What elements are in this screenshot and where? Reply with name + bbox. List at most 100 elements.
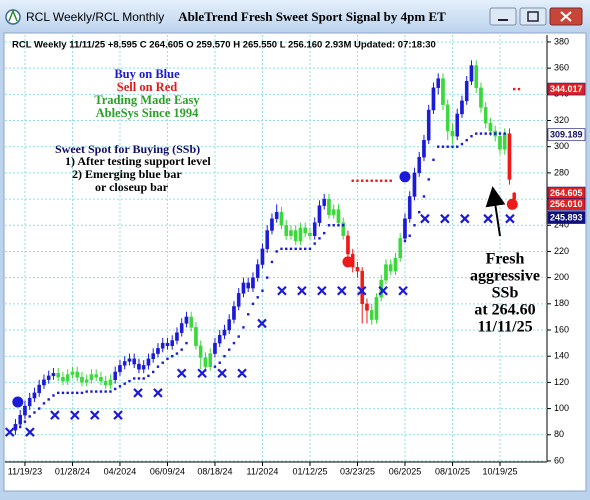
y-tick-label: 140 <box>554 351 569 361</box>
candle-body <box>165 342 170 346</box>
support-dot <box>484 132 487 135</box>
legend-note: Sell on Red <box>117 80 177 94</box>
support-dot <box>213 365 217 368</box>
support-dot <box>128 379 131 383</box>
support-dot <box>42 402 46 405</box>
callout-arrow <box>485 186 506 237</box>
support-dot <box>152 370 155 374</box>
candle-body <box>46 375 51 380</box>
cross-marker <box>133 388 143 398</box>
support-dot <box>441 145 445 148</box>
support-dot <box>498 132 502 135</box>
plot <box>4 35 547 462</box>
candle-body <box>455 113 460 137</box>
signal-dot <box>399 171 411 183</box>
callout-text: Fresh <box>486 251 525 268</box>
candle-body <box>445 104 450 132</box>
support-dot <box>470 135 473 138</box>
y-tick-label: 220 <box>554 246 569 256</box>
candle-body <box>317 205 322 223</box>
candle-body <box>108 379 113 386</box>
ssb-note: 1) After testing support level <box>65 154 211 168</box>
support-dot <box>47 398 50 401</box>
candle-body <box>118 365 122 373</box>
cross-marker <box>25 427 35 437</box>
cross-marker <box>420 213 430 224</box>
support-dot <box>118 385 122 388</box>
candle-body <box>103 380 108 386</box>
support-dot <box>242 326 245 329</box>
y-tick-label: 320 <box>554 115 569 125</box>
y-tick-label: 300 <box>554 141 569 151</box>
resistance-dot <box>380 179 383 182</box>
support-dot <box>437 145 440 148</box>
candle-body <box>431 87 436 111</box>
candle-body <box>137 363 141 370</box>
candle-body <box>156 348 160 354</box>
candle-body <box>175 332 179 341</box>
resistance-dot <box>517 87 521 91</box>
cross-marker <box>483 213 493 224</box>
candle-body <box>464 81 469 102</box>
support-dot <box>489 132 492 135</box>
cross-marker <box>297 285 307 296</box>
support-dot <box>427 178 430 181</box>
candle-body <box>236 293 241 307</box>
candle-body <box>403 218 407 239</box>
support-dot <box>256 296 259 299</box>
candle-body <box>213 342 217 354</box>
cross-marker <box>337 285 347 296</box>
maximize-button[interactable] <box>519 7 547 26</box>
support-dot <box>133 377 136 380</box>
x-tick-label: 01/28/24 <box>55 466 90 476</box>
candle-body <box>141 365 146 370</box>
candle-body <box>32 392 37 399</box>
support-dot <box>285 247 288 251</box>
cross-marker <box>356 285 367 296</box>
candle-body <box>303 227 308 234</box>
support-dot <box>342 224 345 227</box>
candle-body <box>479 87 483 108</box>
candle-body <box>393 257 398 272</box>
ssb-note: or closeup bar <box>95 180 169 194</box>
quote-info: RCL Weekly 11/11/25 +8.595 C 264.605 O 2… <box>12 40 436 51</box>
price-tag-label: 256.010 <box>550 199 583 209</box>
x-tick-label: 01/12/25 <box>292 466 327 476</box>
x-tick-label: 11/19/23 <box>8 466 42 476</box>
minimize-button[interactable] <box>489 7 517 26</box>
support-dot <box>299 247 302 251</box>
support-dot <box>90 390 93 393</box>
support-dot <box>57 391 60 395</box>
candle-body <box>483 107 488 124</box>
candle-body <box>18 414 23 425</box>
support-dot <box>422 195 426 198</box>
support-dot <box>19 425 22 429</box>
candle-body <box>217 335 222 344</box>
resistance-dot <box>356 179 359 182</box>
y-tick-label: 160 <box>554 324 569 334</box>
window-tabs[interactable]: RCL Weekly/RCL Monthly <box>26 10 164 24</box>
support-dot <box>261 289 264 292</box>
candle-body <box>293 230 298 242</box>
candle-body <box>70 371 75 375</box>
resistance-dot <box>365 179 369 182</box>
support-dot <box>247 313 250 316</box>
candle-body <box>365 303 369 311</box>
callout-text: aggressive <box>470 268 540 285</box>
candle-body <box>42 379 46 386</box>
candle-body <box>502 133 507 150</box>
signal-dot <box>342 256 354 268</box>
support-dot <box>294 247 297 251</box>
support-dot <box>161 361 164 364</box>
resistance-dot <box>375 179 378 182</box>
support-dot <box>323 231 326 235</box>
y-tick-label: 380 <box>554 36 569 46</box>
x-tick-label: 06/09/24 <box>150 466 185 476</box>
resistance-dot <box>384 179 388 182</box>
support-dot <box>171 354 174 358</box>
candle-body <box>322 198 327 206</box>
candle-body <box>341 222 346 236</box>
price-tag-label: 264.605 <box>550 188 583 198</box>
support-dot <box>503 132 506 135</box>
y-tick-label: 360 <box>554 63 569 73</box>
